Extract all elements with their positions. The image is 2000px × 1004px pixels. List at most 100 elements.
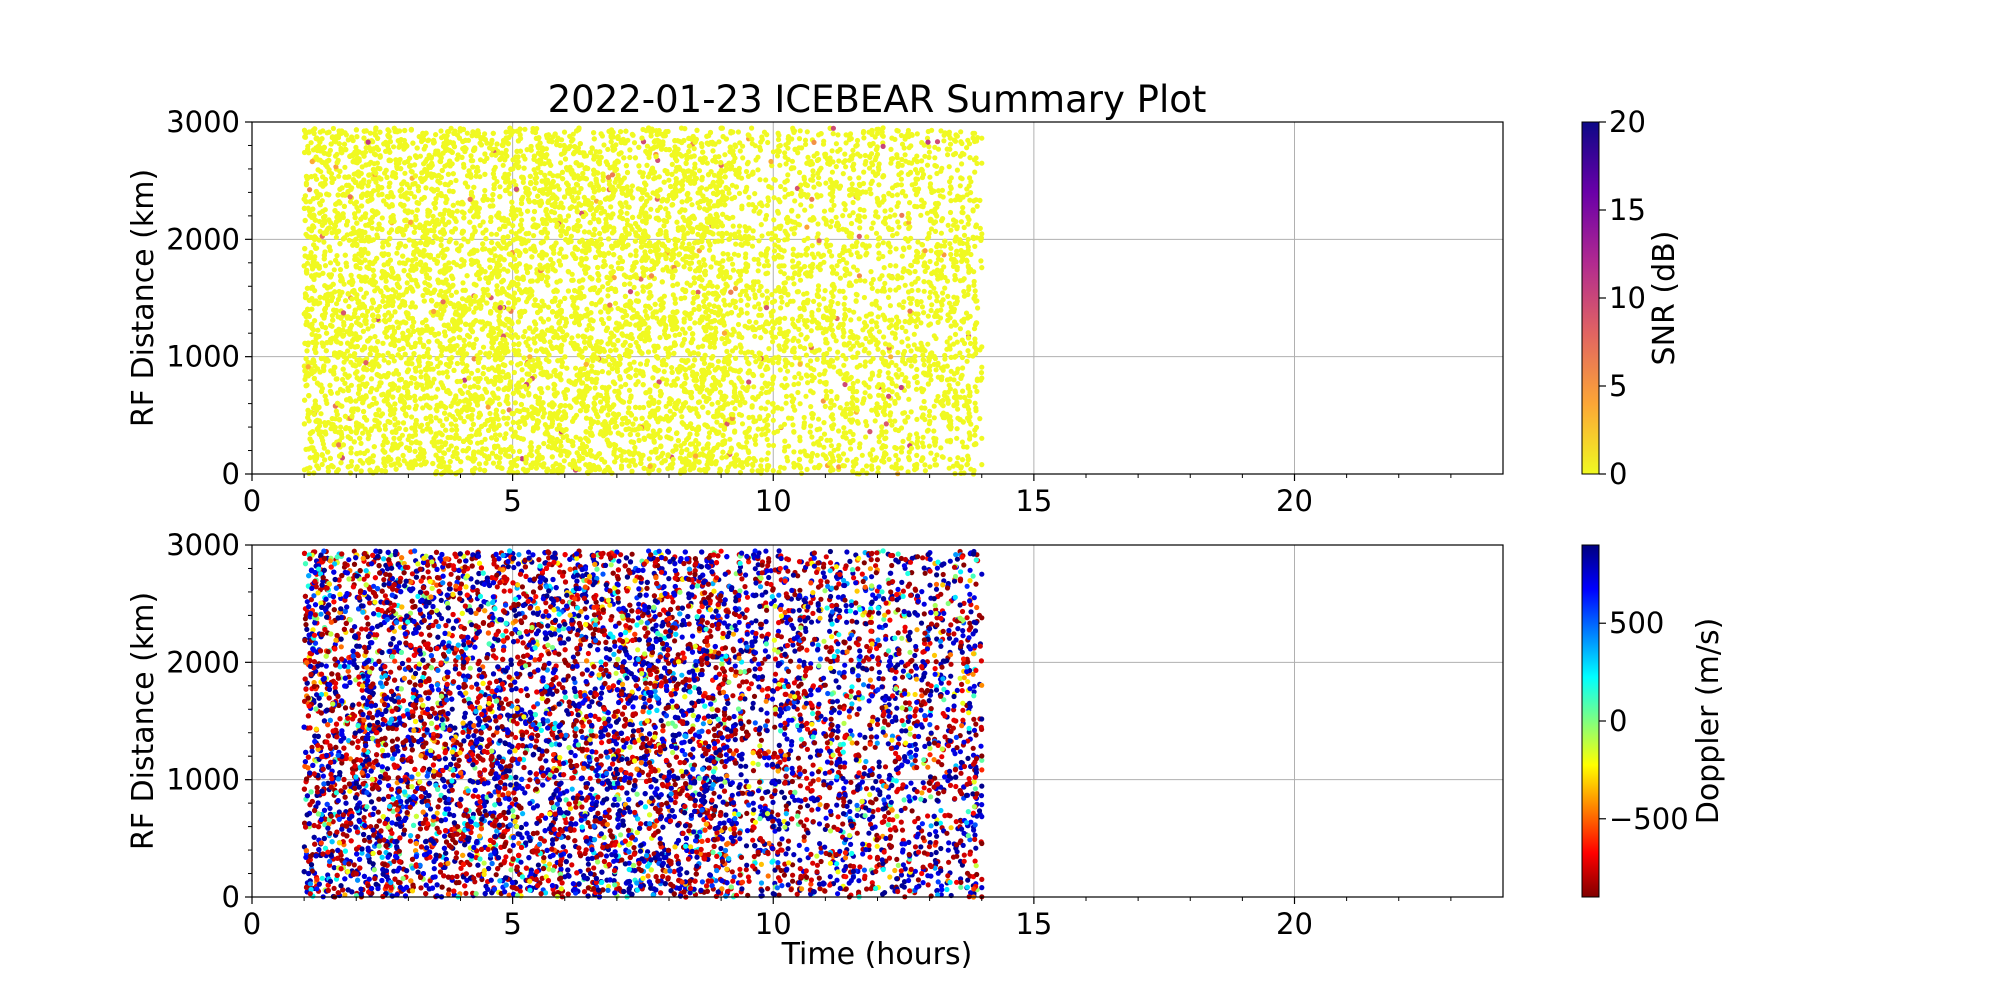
data-point [689, 202, 694, 207]
data-point [632, 360, 637, 365]
data-point [403, 427, 408, 432]
data-point [445, 374, 450, 379]
data-point [409, 414, 414, 419]
data-point [600, 369, 605, 374]
data-point [657, 335, 662, 340]
data-point [569, 234, 574, 239]
data-point [331, 126, 336, 131]
data-point [333, 154, 338, 159]
data-point [425, 138, 430, 143]
data-point [405, 257, 410, 262]
data-point [648, 306, 653, 311]
data-point [433, 132, 438, 137]
data-point [724, 349, 729, 354]
data-point [348, 470, 353, 475]
data-point [423, 144, 428, 149]
data-point [643, 309, 648, 314]
data-point [469, 190, 474, 195]
data-point [372, 334, 377, 339]
data-point [439, 353, 444, 358]
data-point [632, 140, 637, 145]
data-point [318, 130, 323, 135]
data-point [558, 160, 563, 165]
data-point [483, 437, 488, 442]
data-point [628, 366, 633, 371]
data-point [627, 155, 632, 160]
data-point [697, 260, 702, 265]
data-point [544, 469, 549, 474]
data-point [673, 333, 678, 338]
data-point [628, 289, 633, 294]
data-point [666, 178, 671, 183]
data-point [630, 227, 635, 232]
data-point [558, 233, 563, 238]
data-point [378, 380, 383, 385]
panel-snr-points [302, 125, 985, 476]
data-point [320, 198, 325, 203]
data-point [697, 168, 702, 173]
data-point [627, 388, 632, 393]
data-point [454, 240, 459, 245]
data-point [474, 283, 479, 288]
data-point [718, 383, 723, 388]
data-point [360, 431, 365, 436]
data-point [449, 443, 454, 448]
data-point [475, 368, 480, 373]
data-point [590, 146, 595, 151]
data-point [684, 161, 689, 166]
data-point [509, 229, 514, 234]
data-point [396, 325, 401, 330]
data-point [630, 183, 635, 188]
data-point [608, 204, 613, 209]
data-point [510, 223, 515, 228]
data-point [583, 346, 588, 351]
data-point [475, 441, 480, 446]
data-point [633, 416, 638, 421]
data-point [631, 133, 636, 138]
data-point [703, 310, 708, 315]
data-point [600, 284, 605, 289]
data-point [320, 462, 325, 467]
data-point [605, 293, 610, 298]
data-point [529, 404, 534, 409]
data-point [521, 153, 526, 158]
data-point [635, 432, 640, 437]
data-point [465, 131, 470, 136]
data-point [663, 346, 668, 351]
data-point [725, 252, 730, 257]
data-point [706, 410, 711, 415]
data-point [487, 411, 492, 416]
data-point [513, 236, 518, 241]
data-point [383, 463, 388, 468]
data-point [554, 196, 559, 201]
data-point [471, 342, 476, 347]
data-point [645, 144, 650, 149]
data-point [435, 387, 440, 392]
data-point [417, 336, 422, 341]
data-point [596, 160, 601, 165]
data-point [338, 425, 343, 430]
data-point [624, 211, 629, 216]
data-point [540, 414, 545, 419]
data-point [692, 320, 697, 325]
data-point [477, 467, 482, 472]
data-point [304, 293, 309, 298]
data-point [334, 253, 339, 258]
data-point [374, 387, 379, 392]
data-point [654, 354, 659, 359]
data-point [336, 174, 341, 179]
data-point [469, 427, 474, 432]
data-point [419, 374, 424, 379]
data-point [522, 355, 527, 360]
data-point [722, 152, 727, 157]
data-point [347, 238, 352, 243]
data-point [605, 147, 610, 152]
data-point [497, 184, 502, 189]
data-point [382, 450, 387, 455]
data-point [669, 365, 674, 370]
data-point [419, 423, 424, 428]
data-point [562, 130, 567, 135]
data-point [482, 188, 487, 193]
data-point [628, 253, 633, 258]
